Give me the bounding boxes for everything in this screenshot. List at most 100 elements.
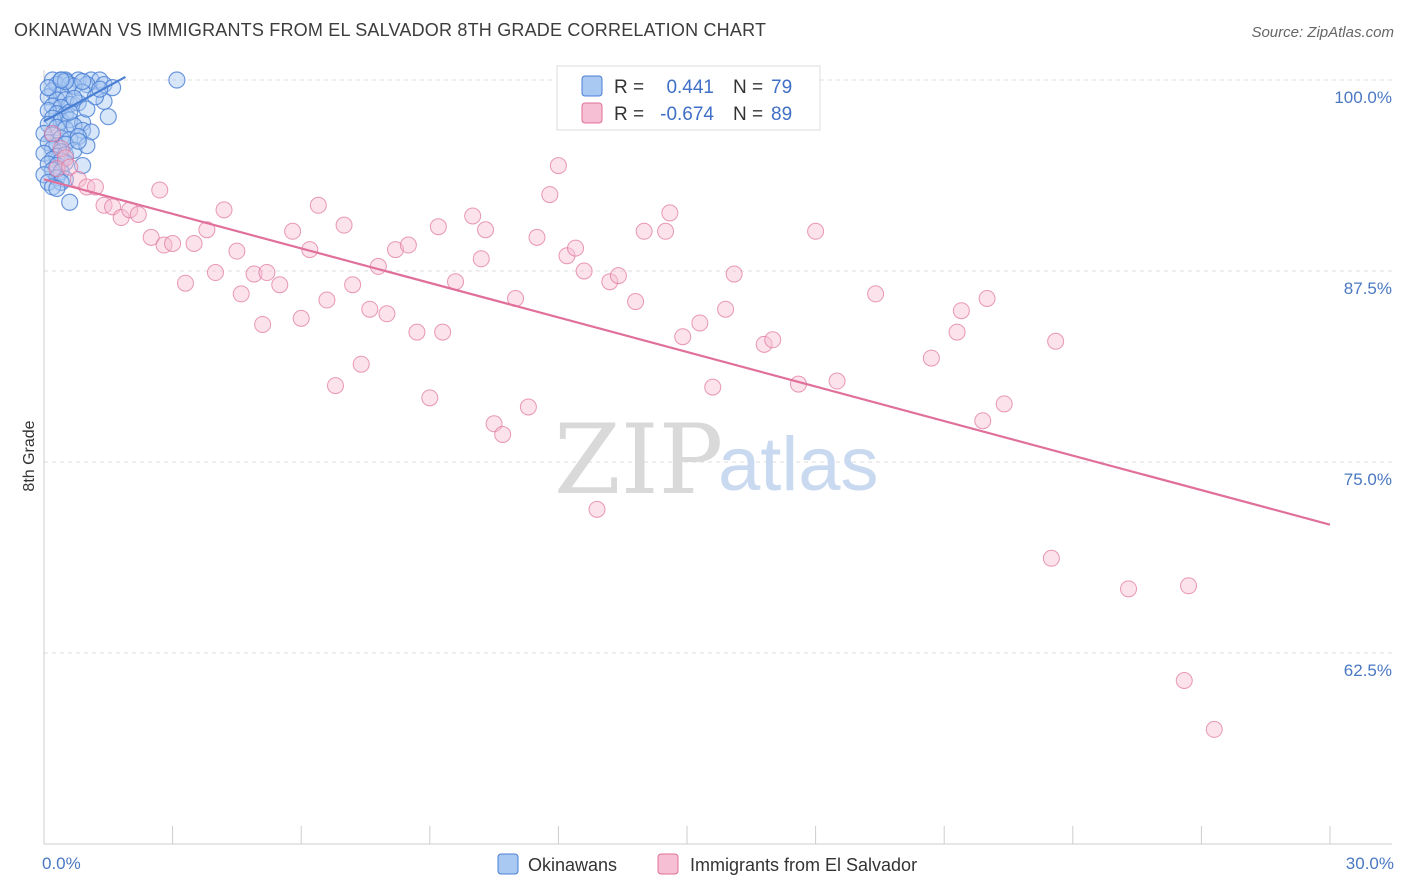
data-point-el-salvador [674, 328, 692, 346]
data-point-el-salvador [271, 276, 289, 294]
data-point-el-salvador [284, 222, 302, 240]
legend-r-label: R = [614, 104, 644, 125]
data-point-el-salvador [335, 216, 353, 234]
data-point-el-salvador [549, 157, 567, 175]
axes [43, 70, 1392, 845]
data-point-el-salvador [575, 262, 593, 280]
watermark-zip: ZIP [554, 404, 723, 516]
y-tick-label: 100.0% [1334, 88, 1392, 107]
bottom-legend-label: Immigrants from El Salvador [690, 855, 917, 875]
data-point-el-salvador [1042, 549, 1060, 567]
gridlines [44, 79, 1392, 654]
data-point-el-salvador [635, 222, 653, 240]
data-point-el-salvador [1047, 332, 1065, 350]
data-point-el-salvador [155, 236, 173, 254]
data-point-el-salvador [245, 265, 263, 283]
data-point-el-salvador [421, 389, 439, 407]
data-point-el-salvador [601, 273, 619, 291]
data-point-el-salvador [519, 398, 537, 416]
data-point-okinawan [99, 108, 117, 126]
data-point-el-salvador [1205, 720, 1223, 738]
trend-line-el-salvador [43, 178, 1331, 526]
data-point-el-salvador [387, 241, 405, 259]
data-point-okinawan [73, 156, 92, 175]
y-tick-label: 87.5% [1344, 279, 1392, 298]
data-point-el-salvador [661, 204, 679, 222]
bottom-legend-label: Okinawans [528, 855, 617, 875]
data-point-el-salvador [52, 140, 70, 158]
data-point-el-salvador [254, 315, 272, 333]
data-point-el-salvador [828, 372, 846, 390]
data-point-okinawan [73, 72, 92, 91]
stats-legend: R = 0.441 N = 79 R = -0.674 N = 89 [556, 65, 821, 131]
data-point-el-salvador [609, 267, 627, 285]
data-point-el-salvador [292, 309, 310, 327]
data-point-el-salvador [258, 264, 276, 282]
series-immigrants-el-salvador [44, 97, 1223, 738]
data-point-okinawan [78, 100, 96, 118]
data-point-el-salvador [378, 305, 396, 323]
data-point-el-salvador [764, 331, 782, 349]
data-point-el-salvador [206, 264, 224, 282]
data-point-el-salvador [151, 181, 169, 199]
bottom-legend-swatch [657, 853, 679, 875]
legend-r-value: -0.674 [660, 104, 714, 125]
data-point-el-salvador [429, 218, 447, 236]
data-point-el-salvador [1175, 672, 1193, 690]
data-point-el-salvador [434, 323, 452, 341]
data-point-el-salvador [309, 196, 327, 214]
data-point-el-salvador [627, 293, 645, 311]
data-point-el-salvador [164, 234, 182, 252]
data-point-el-salvador [361, 300, 379, 318]
y-tick-label: 62.5% [1344, 661, 1392, 680]
legend-n-label: N = [733, 104, 763, 125]
data-point-okinawan [168, 71, 186, 89]
data-point-el-salvador [948, 323, 966, 341]
data-point-el-salvador [44, 124, 62, 142]
data-point-el-salvador [995, 395, 1013, 413]
data-point-el-salvador [61, 158, 79, 176]
legend-r-label: R = [614, 77, 644, 98]
legend-n-label: N = [733, 77, 763, 98]
legend-n-value: 89 [771, 104, 792, 125]
data-point-el-salvador [974, 412, 992, 430]
data-point-el-salvador [1120, 580, 1138, 598]
data-point-okinawan [52, 71, 70, 89]
data-point-okinawan [69, 127, 87, 146]
data-point-el-salvador [588, 500, 606, 518]
data-point-el-salvador [541, 186, 559, 204]
x-tick-label: 0.0% [42, 854, 81, 873]
data-point-el-salvador [176, 274, 194, 292]
data-point-el-salvador [198, 221, 216, 239]
data-point-el-salvador [725, 265, 743, 283]
data-point-el-salvador [1180, 577, 1198, 595]
data-point-el-salvador [952, 302, 970, 320]
data-point-el-salvador [408, 323, 426, 341]
data-point-el-salvador [326, 377, 344, 395]
y-tick-label: 75.0% [1344, 470, 1392, 489]
data-point-okinawan [39, 79, 57, 97]
data-point-el-salvador [344, 276, 362, 294]
legend-swatch [581, 102, 603, 124]
tick-labels: 62.5% 75.0% 87.5% 100.0% 0.0% 30.0% [42, 88, 1394, 873]
data-point-el-salvador [867, 285, 885, 303]
series-okinawans [35, 71, 186, 211]
data-point-el-salvador [185, 234, 203, 252]
y-axis-label: 8th Grade [21, 420, 38, 491]
data-point-el-salvador [399, 236, 417, 254]
data-point-el-salvador [318, 291, 336, 309]
data-point-el-salvador [494, 425, 512, 443]
data-point-okinawan [82, 123, 100, 141]
bottom-legend: Okinawans Immigrants from El Salvador [497, 853, 917, 875]
legend-swatch [581, 75, 603, 97]
data-point-el-salvador [232, 285, 250, 303]
data-point-okinawan [35, 124, 53, 143]
data-point-el-salvador [472, 250, 490, 268]
data-point-el-salvador [95, 196, 113, 214]
data-point-el-salvador [477, 221, 495, 239]
data-point-okinawan [69, 132, 87, 150]
data-point-el-salvador [142, 228, 160, 246]
data-point-el-salvador [922, 349, 940, 367]
trend-line-okinawans [43, 75, 126, 123]
